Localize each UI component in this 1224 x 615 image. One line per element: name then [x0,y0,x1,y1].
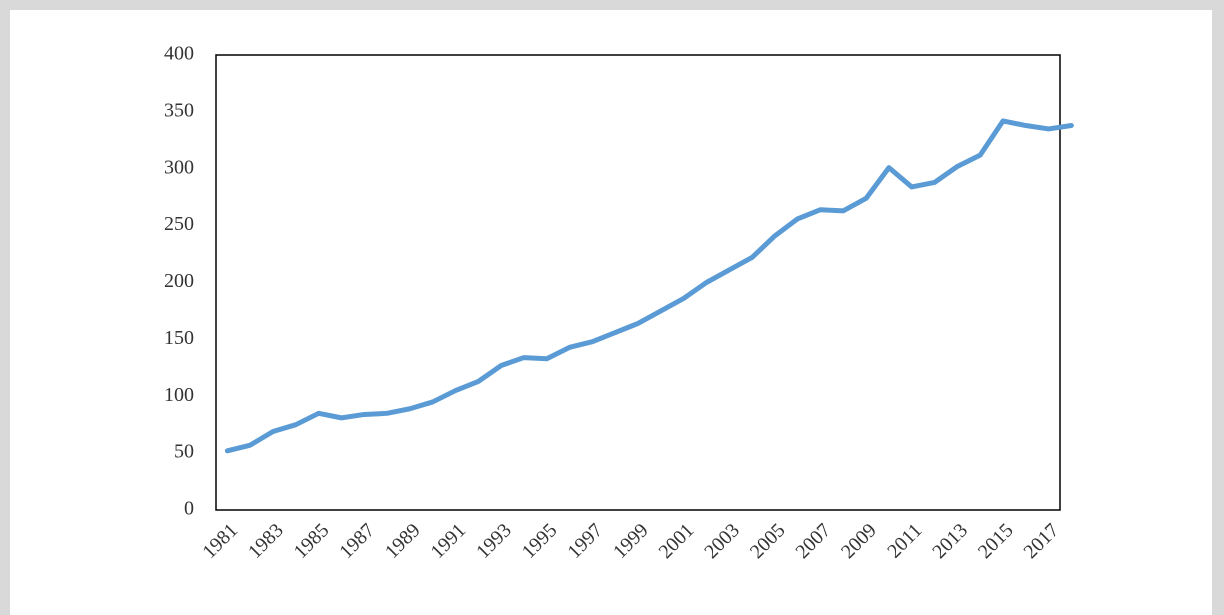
x-tick-label: 1991 [426,519,470,563]
x-tick-label: 2017 [1020,519,1064,563]
plot-border [215,54,1061,511]
x-tick-label: 1985 [290,519,334,563]
x-tick-label: 1983 [244,519,288,563]
y-tick-label: 350 [164,99,194,121]
x-tick-label: 1987 [335,519,379,563]
x-tick-label: 1993 [472,519,516,563]
x-tick-label: 1997 [563,519,607,563]
y-tick-label: 250 [164,213,194,235]
x-tick-label: 1989 [381,519,425,563]
y-tick-label: 400 [164,43,194,65]
y-tick-label: 0 [184,498,194,520]
x-tick-label: 2009 [837,519,881,563]
x-tick-label: 2005 [746,519,790,563]
chart-frame [10,10,1212,615]
data-line [224,118,1074,454]
x-tick-label: 1981 [198,519,242,563]
x-tick-label: 2001 [655,519,699,563]
y-tick-label: 50 [174,441,194,463]
x-tick-label: 2007 [791,519,835,563]
x-tick-label: 1995 [518,519,562,563]
x-tick-label: 2011 [883,519,926,562]
x-tick-label: 2003 [700,519,744,563]
y-tick-label: 150 [164,327,194,349]
x-tick-label: 2015 [974,519,1018,563]
y-tick-label: 100 [164,384,194,406]
x-tick-label: 1999 [609,519,653,563]
y-tick-label: 200 [164,270,194,292]
y-tick-label: 300 [164,156,194,178]
x-tick-label: 2013 [928,519,972,563]
